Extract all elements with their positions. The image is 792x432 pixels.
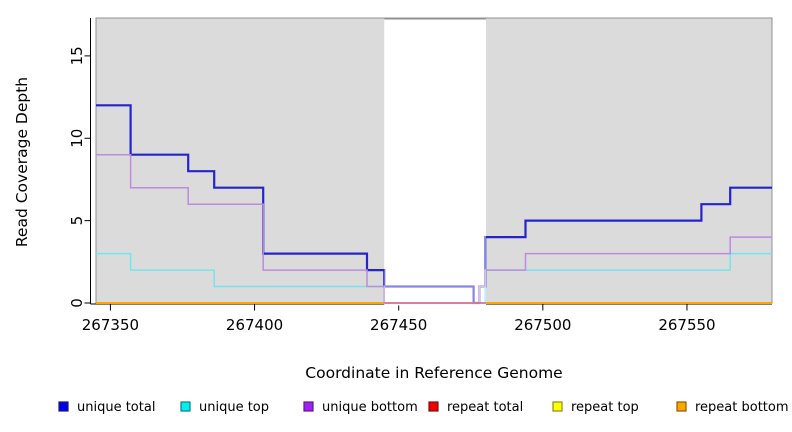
gap-region [384,18,487,306]
y-axis-title: Read Coverage Depth [13,77,31,247]
legend-label: unique bottom [322,400,418,415]
legend-swatch [303,401,314,412]
legend-label: unique total [77,400,155,415]
legend-label: unique top [199,400,269,415]
legend-item-unique-total: unique total [58,400,155,415]
legend-swatch [58,401,69,412]
y-tick-label: 5 [68,216,86,226]
x-tick-label: 267350 [82,316,139,334]
legend-swatch [428,401,439,412]
legend-swatch [180,401,191,412]
legend-label: repeat bottom [695,400,789,415]
legend-item-repeat-total: repeat total [428,400,523,415]
y-tick-label: 0 [68,298,86,308]
plot-dynamic-layer: 0 5 10 15 267350 267400 267450 267500 267550 [68,17,773,334]
legend-item-unique-top: unique top [180,400,269,415]
legend-item-repeat-bottom: repeat bottom [676,400,789,415]
x-axis-title: Coordinate in Reference Genome [305,364,562,382]
series-unique-bottom [96,153,772,304]
legend: unique total unique top unique bottom repea… [58,400,789,415]
legend-item-repeat-top: repeat top [552,400,639,415]
legend-swatch [676,401,687,412]
x-tick-label: 267500 [514,316,571,334]
legend-item-unique-bottom: unique bottom [303,400,418,415]
y-tick-label: 15 [68,46,86,65]
x-tick-label: 267450 [370,316,427,334]
x-tick-label: 267550 [658,316,715,334]
y-tick-label: 10 [68,129,86,148]
gap-region-wash [384,18,487,306]
legend-label: repeat total [447,400,523,415]
legend-swatch [552,401,563,412]
x-tick-label: 267400 [226,316,283,334]
legend-label: repeat top [571,400,639,415]
series-unique-total [96,104,772,305]
